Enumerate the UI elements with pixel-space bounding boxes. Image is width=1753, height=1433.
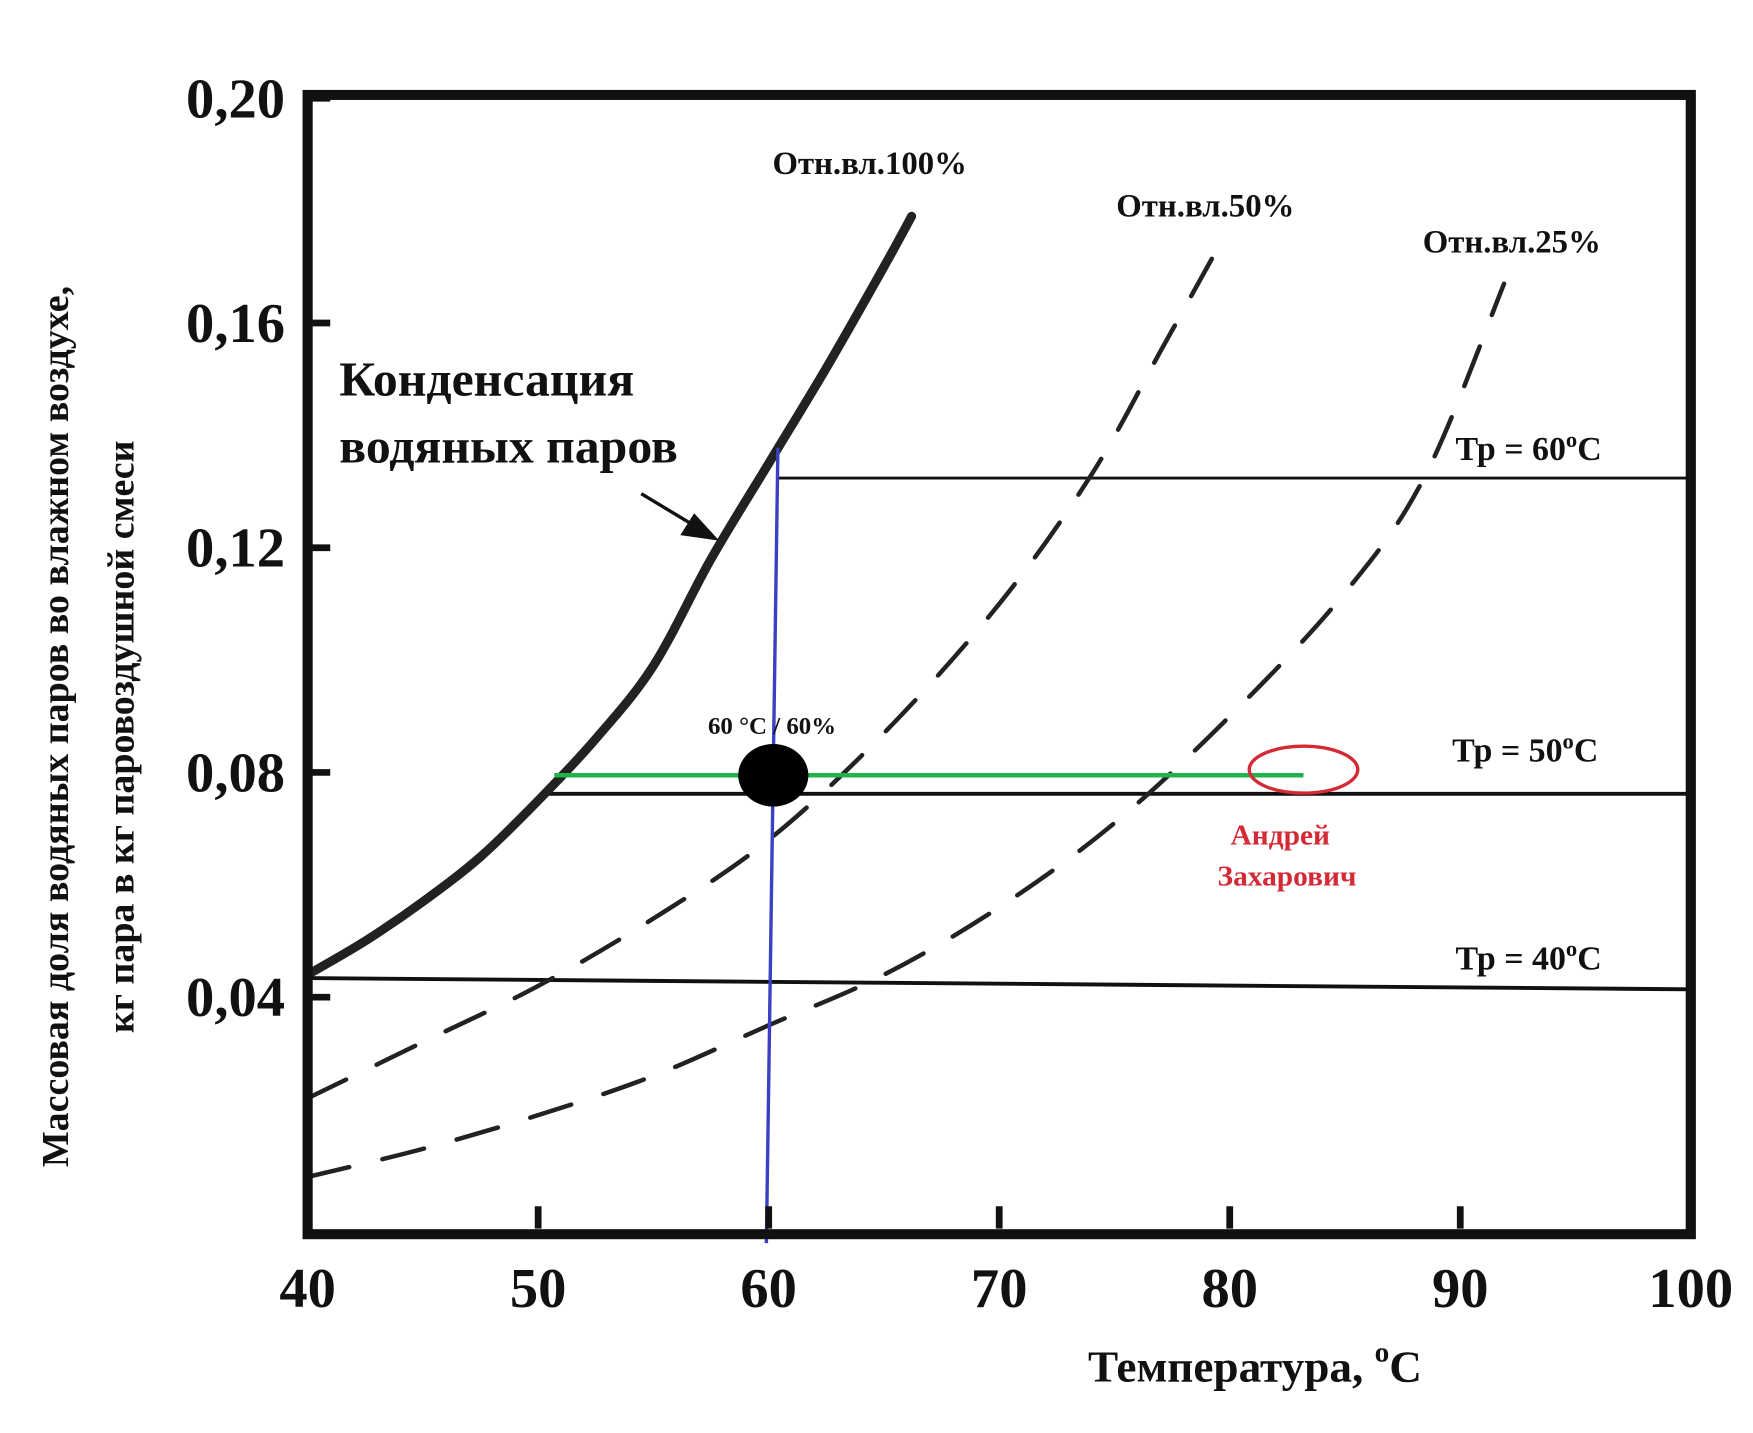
x-tick-label: 50 <box>510 1258 567 1320</box>
dew-line-2 <box>307 976 1691 992</box>
x-axis-title: Температура, oC <box>1088 1337 1422 1392</box>
condensation-arrow <box>640 492 720 541</box>
point-label: 60 °C / 60% <box>708 713 836 740</box>
x-tick-label: 60 <box>740 1258 797 1320</box>
label-rh-100: Отн.вл.100% <box>772 146 967 182</box>
vertical-line <box>764 447 780 1244</box>
condensation-label-line2: водяных паров <box>339 419 678 474</box>
state-point <box>738 743 809 807</box>
x-tick-label: 80 <box>1201 1258 1258 1320</box>
condensation-label-line1: Конденсация <box>339 352 634 407</box>
x-tick-label: 100 <box>1648 1258 1733 1320</box>
x-tick-label: 70 <box>971 1258 1028 1320</box>
y-tick-label: 0,04 <box>186 967 285 1029</box>
label-dew-50: Тр = 50oC <box>1452 728 1598 769</box>
x-tick-label: 40 <box>279 1258 336 1320</box>
plot-frame <box>302 89 1696 1240</box>
author-line1: Андрей <box>1231 820 1331 852</box>
label-rh-25: Отн.вл.25% <box>1423 225 1601 261</box>
label-dew-40: Тр = 40oC <box>1456 936 1602 977</box>
y-tick-label: 0,12 <box>186 518 285 580</box>
series-line-0 <box>303 211 917 980</box>
y-tick-label: 0,16 <box>186 293 285 355</box>
series-line-1 <box>305 253 1216 1101</box>
y-tick-label: 0,08 <box>186 743 285 805</box>
author-line2: Захарович <box>1218 861 1357 893</box>
label-rh-50: Отн.вл.50% <box>1116 189 1294 225</box>
y-axis-title-line2: кг пара в кг паровоздушной смеси <box>100 440 142 1033</box>
y-axis-title-line1: Массовая доля водяных паров во влажном в… <box>35 286 77 1167</box>
y-tick-label: 0,20 <box>186 69 285 131</box>
label-dew-60: Тр = 60oC <box>1456 427 1602 468</box>
highlight-ellipse <box>1247 744 1360 795</box>
series-line-2 <box>305 281 1507 1180</box>
x-tick-label: 90 <box>1432 1258 1489 1320</box>
